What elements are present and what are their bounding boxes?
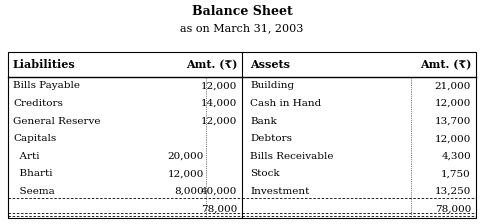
Text: 12,000: 12,000 [435, 134, 471, 143]
Text: Balance Sheet: Balance Sheet [192, 5, 292, 18]
Text: 40,000: 40,000 [201, 187, 237, 196]
Text: Liabilities: Liabilities [13, 59, 76, 70]
Text: 4,300: 4,300 [441, 152, 471, 161]
Text: General Reserve: General Reserve [13, 116, 101, 126]
Text: 21,000: 21,000 [435, 81, 471, 90]
Text: Creditors: Creditors [13, 99, 63, 108]
Bar [8, 52, 476, 218]
Text: 13,250: 13,250 [435, 187, 471, 196]
Text: Stock: Stock [250, 169, 280, 179]
Text: Assets: Assets [250, 59, 290, 70]
Text: Bills Payable: Bills Payable [13, 81, 80, 90]
Text: as on March 31, 2003: as on March 31, 2003 [181, 23, 303, 33]
Text: 12,000: 12,000 [201, 81, 237, 90]
Text: Bharti: Bharti [13, 169, 52, 179]
Text: 13,700: 13,700 [435, 116, 471, 126]
Text: 12,000: 12,000 [435, 99, 471, 108]
Text: 78,000: 78,000 [201, 205, 237, 214]
Text: 20,000: 20,000 [167, 152, 204, 161]
Text: Amt. (₹): Amt. (₹) [420, 59, 471, 70]
Text: Building: Building [250, 81, 294, 90]
Text: 12,000: 12,000 [167, 169, 204, 179]
Text: Capitals: Capitals [13, 134, 56, 143]
Text: Cash in Hand: Cash in Hand [250, 99, 321, 108]
Text: 1,750: 1,750 [441, 169, 471, 179]
Text: Arti: Arti [13, 152, 40, 161]
Text: 8,000: 8,000 [174, 187, 204, 196]
Text: 78,000: 78,000 [435, 205, 471, 214]
Text: Amt. (₹): Amt. (₹) [186, 59, 237, 70]
Text: Seema: Seema [13, 187, 55, 196]
Text: Bank: Bank [250, 116, 277, 126]
Text: 12,000: 12,000 [201, 116, 237, 126]
Text: Bills Receivable: Bills Receivable [250, 152, 333, 161]
Text: 14,000: 14,000 [201, 99, 237, 108]
Text: Debtors: Debtors [250, 134, 292, 143]
Text: Investment: Investment [250, 187, 309, 196]
